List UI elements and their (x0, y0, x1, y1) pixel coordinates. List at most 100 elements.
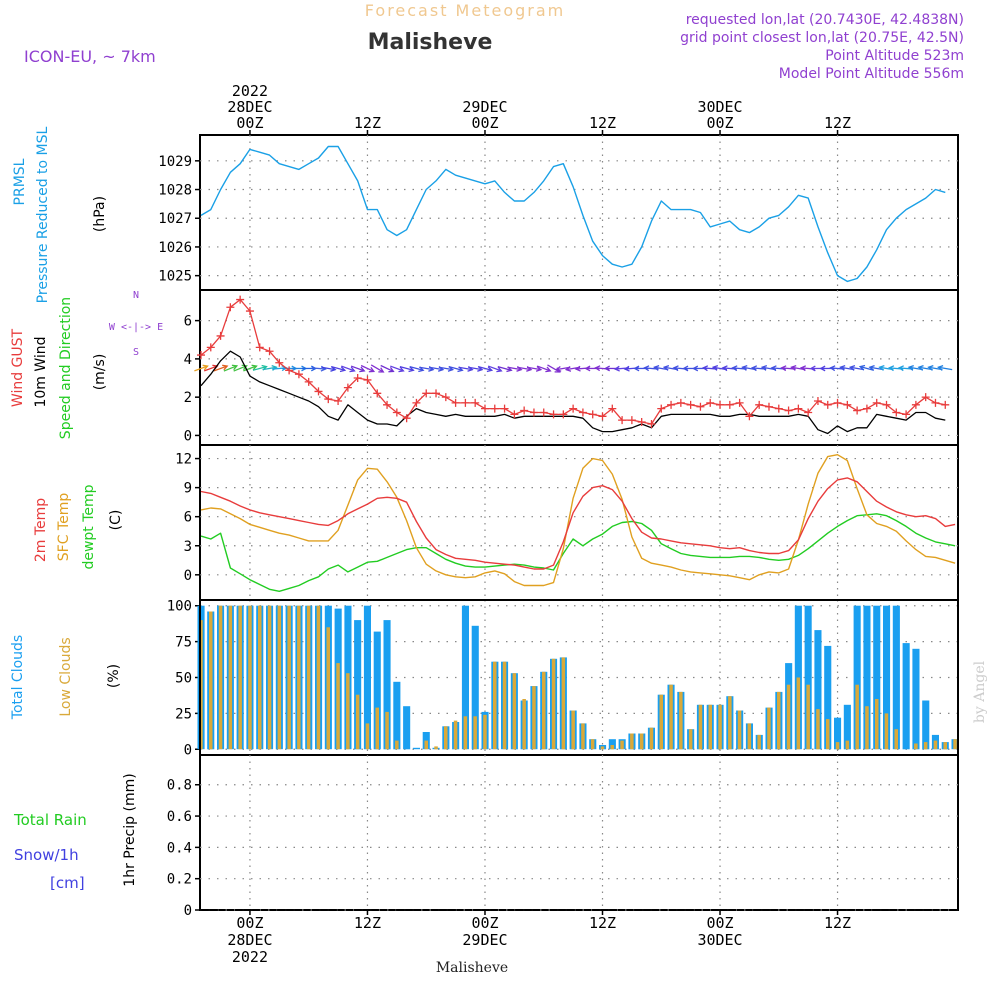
gust-marker (588, 410, 597, 419)
point-altitude: Point Altitude 523m (825, 48, 964, 64)
snow-label: Snow/1h (14, 846, 79, 864)
gust-marker (872, 398, 881, 407)
compass-north: N (133, 290, 139, 301)
gust-marker (412, 398, 421, 407)
low-cloud-bar (453, 720, 458, 750)
low-cloud-bar (297, 605, 301, 750)
low-cloud-bar (796, 677, 801, 750)
gust-marker (285, 366, 294, 375)
top-time-label: 00Z (706, 114, 733, 132)
wind-ytick-label: 2 (184, 390, 192, 406)
gust-marker (539, 408, 548, 417)
low-cloud-bar (747, 723, 752, 750)
total-clouds-label: Total Clouds (10, 635, 26, 720)
low-cloud-bar (649, 727, 654, 750)
clouds-ytick-label: 50 (175, 671, 192, 687)
gust-marker (578, 408, 587, 417)
temperature-labels: 2m Temp SFC Temp dewpt Temp (C) (33, 484, 124, 569)
wind-arrow (380, 364, 395, 373)
gust-marker (373, 389, 382, 398)
total-cloud-bar (922, 700, 930, 750)
top-time-label: 12Z (354, 114, 381, 132)
total-cloud-bar (363, 605, 371, 750)
tsfc-label: SFC Temp (56, 493, 72, 562)
low-cloud-bar (786, 684, 791, 750)
low-cloud-bar (512, 673, 517, 750)
prmsl-line (200, 145, 946, 283)
total-cloud-bar (883, 605, 891, 750)
low-cloud-bar (571, 710, 575, 750)
low-cloud-bar (600, 746, 605, 750)
temperature-ytick-label: 0 (184, 568, 192, 584)
gust-marker (353, 374, 362, 383)
gust-marker (764, 402, 773, 411)
wind-arrow (341, 365, 356, 373)
precip-frame (199, 754, 959, 911)
low-cloud-bar (610, 745, 614, 750)
requested-coordinates: requested lon,lat (20.7430E, 42.4838N) (686, 12, 964, 28)
bottom-time-label: 12Z (354, 914, 381, 932)
bottom-time-label: 29DEC (462, 931, 507, 949)
pressure-label-line1: PRMSL (12, 158, 28, 205)
gust-marker (676, 398, 685, 407)
low-cloud-bar (620, 740, 624, 750)
precip-ytick-label: 0.2 (167, 872, 192, 888)
precip-ytick-label: 0.4 (167, 840, 192, 856)
low-cloud-bar (228, 605, 233, 750)
precip-axis-label: 1hr Precip (mm) (122, 773, 138, 886)
low-cloud-bar (590, 739, 595, 750)
tsfc-line (200, 454, 956, 587)
wind-10m-line (200, 350, 946, 435)
wind-ytick-label: 0 (184, 428, 192, 444)
low-cloud-bar (424, 740, 428, 750)
gust-marker (294, 370, 303, 379)
gust-marker (569, 404, 578, 413)
low-cloud-bar (659, 694, 663, 750)
low-cloud-bar (258, 605, 262, 750)
grid-point-coordinates: grid point closest lon,lat (20.75E, 42.5… (680, 30, 964, 46)
low-cloud-bar (522, 699, 526, 750)
dewpt-line (200, 513, 956, 592)
total-cloud-bar (834, 717, 842, 750)
low-cloud-bar (953, 739, 957, 750)
low-cloud-bar (630, 733, 634, 750)
low-cloud-bar (835, 742, 840, 750)
low-cloud-bar (463, 716, 468, 750)
total-cloud-bar (902, 643, 910, 750)
temperature-panel: 0 3 6 9 12 (175, 444, 959, 601)
total-cloud-bar (892, 605, 900, 750)
gust-marker (510, 410, 519, 419)
dewpt-label: dewpt Temp (81, 484, 97, 569)
gust-marker (461, 398, 470, 407)
pressure-labels: PRMSL Pressure Reduced to MSL (hPa) (12, 126, 108, 303)
bottom-time-label: 00Z (236, 914, 263, 932)
temperature-ytick-label: 12 (175, 452, 192, 468)
wind-arrow (370, 364, 385, 373)
gust-marker (314, 387, 323, 396)
gust-marker (471, 398, 480, 407)
gust-marker (804, 408, 813, 417)
low-cloud-bar (561, 657, 566, 750)
gust-marker (647, 419, 656, 428)
gust-marker (598, 412, 607, 421)
gust-marker (383, 400, 392, 409)
gust-marker (931, 398, 940, 407)
gust-marker (608, 404, 617, 413)
wind-speed-direction-label: Speed and Direction (58, 297, 74, 439)
low-cloud-bar (287, 605, 291, 750)
low-cloud-bar (267, 605, 272, 750)
model-label: ICON-EU, ~ 7km (24, 47, 156, 66)
total-cloud-bar (804, 605, 812, 750)
gust-marker (392, 408, 401, 417)
total-cloud-bar (794, 605, 802, 750)
pressure-panel: 1025 1026 1027 1028 1029 (158, 134, 959, 291)
wind-arrow (213, 364, 229, 372)
temperature-unit: (C) (108, 510, 124, 531)
low-cloud-bar (933, 740, 938, 750)
faint-title: Forecast Meteogram (365, 1, 565, 20)
gust-marker (833, 398, 842, 407)
low-cloud-bar (493, 661, 497, 750)
gust-marker (843, 400, 852, 409)
clouds-labels: Total Clouds Low Clouds (%) (10, 635, 122, 720)
